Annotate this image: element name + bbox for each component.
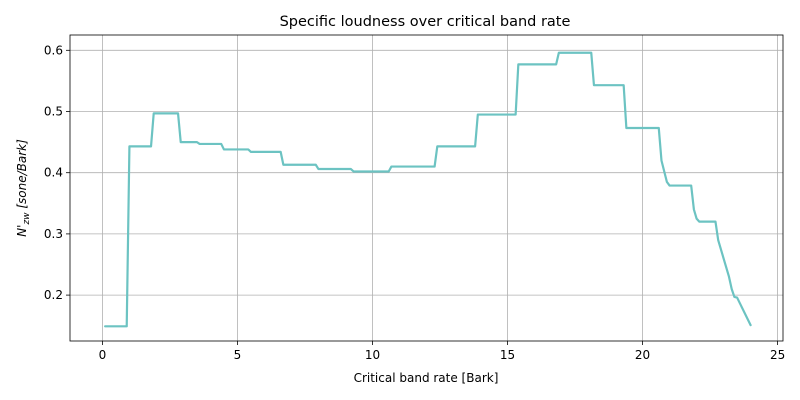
x-axis-label: Critical band rate [Bark] bbox=[354, 371, 499, 385]
chart-title: Specific loudness over critical band rat… bbox=[280, 14, 571, 30]
y-tick-label: 0.4 bbox=[44, 166, 63, 180]
x-axis: 0 5 10 15 20 25 bbox=[99, 341, 785, 362]
loudness-series-line bbox=[104, 51, 752, 328]
y-tick-label: 0.6 bbox=[44, 43, 63, 57]
y-axis-label-unit: [sone/Bark] bbox=[15, 139, 29, 213]
x-tick-label: 25 bbox=[770, 348, 785, 362]
y-tick-label: 0.3 bbox=[44, 227, 63, 241]
x-tick-label: 0 bbox=[99, 348, 107, 362]
y-axis-label-main: N' bbox=[15, 225, 29, 237]
y-tick-label: 0.2 bbox=[44, 288, 63, 302]
y-axis: 0.2 0.3 0.4 0.5 0.6 bbox=[44, 43, 70, 302]
y-tick-label: 0.5 bbox=[44, 105, 63, 119]
y-axis-label-sub: zw bbox=[22, 212, 32, 226]
x-tick-label: 5 bbox=[234, 348, 242, 362]
x-tick-label: 10 bbox=[365, 348, 380, 362]
y-axis-label: N'zw [sone/Bark] bbox=[15, 139, 32, 237]
x-tick-label: 15 bbox=[500, 348, 515, 362]
x-tick-label: 20 bbox=[635, 348, 650, 362]
plot-frame bbox=[69, 34, 784, 342]
series-layer bbox=[104, 51, 752, 328]
